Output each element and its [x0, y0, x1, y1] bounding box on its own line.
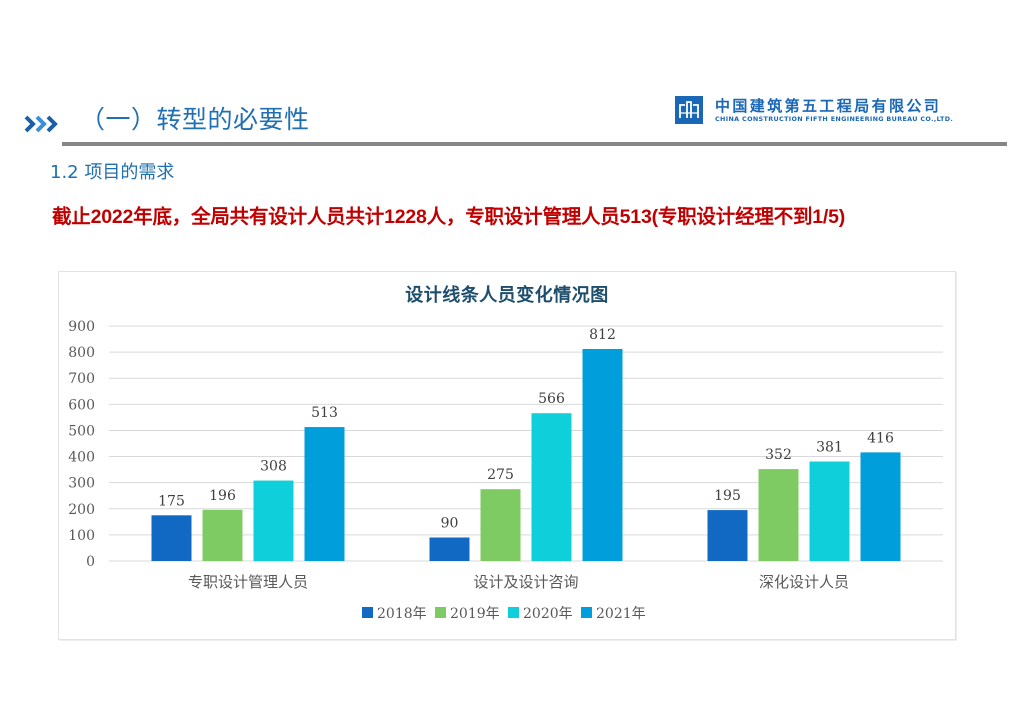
- y-tick-label: 700: [68, 371, 95, 387]
- y-tick-label: 500: [68, 423, 95, 439]
- company-logo: 中国建筑第五工程局有限公司 CHINA CONSTRUCTION FIFTH E…: [675, 96, 953, 124]
- y-tick-label: 400: [68, 450, 95, 466]
- x-category-label: 设计及设计咨询: [473, 573, 578, 591]
- bar: [304, 427, 345, 561]
- y-tick-label: 300: [68, 476, 95, 492]
- subtitle: 1.2 项目的需求: [50, 162, 175, 183]
- data-label: 566: [538, 391, 565, 407]
- data-label: 275: [487, 467, 514, 483]
- bar: [253, 480, 294, 561]
- data-label: 812: [589, 327, 616, 343]
- legend-label: 2019年: [450, 606, 500, 622]
- triple-chevron-right-icon: [24, 115, 58, 133]
- bar: [531, 413, 572, 561]
- y-tick-label: 800: [68, 345, 95, 361]
- data-label: 513: [311, 405, 338, 421]
- legend-swatch: [435, 607, 446, 618]
- bar: [707, 510, 748, 561]
- y-tick-label: 600: [68, 397, 95, 413]
- data-label: 90: [441, 516, 459, 532]
- legend-swatch: [581, 607, 592, 618]
- logo-name-cn: 中国建筑第五工程局有限公司: [715, 96, 942, 115]
- bar: [758, 469, 799, 561]
- data-label: 352: [765, 447, 792, 463]
- headline: 截止2022年底，全局共有设计人员共计1228人，专职设计管理人员513(专职设…: [52, 206, 846, 228]
- bar: [429, 537, 470, 561]
- header-divider: [62, 142, 1007, 146]
- chart-title: 设计线条人员变化情况图: [405, 285, 609, 306]
- bar: [809, 461, 850, 561]
- bar: [582, 348, 623, 561]
- y-tick-label: 0: [86, 554, 95, 570]
- data-label: 175: [158, 493, 185, 509]
- data-label: 196: [209, 488, 236, 504]
- chart-container: 设计线条人员变化情况图 0 100 200 300 400 500 600 700 800 900…: [58, 271, 956, 640]
- section-title: （一）转型的必要性: [80, 105, 310, 134]
- legend-label: 2021年: [596, 606, 646, 622]
- data-label: 416: [867, 430, 894, 446]
- y-tick-label: 200: [68, 502, 95, 518]
- logo-name-en: CHINA CONSTRUCTION FIFTH ENGINEERING BUR…: [715, 114, 954, 123]
- legend-swatch: [508, 607, 519, 618]
- bar-chart: 0 100 200 300 400 500 600 700 800 900 175 196 308 513…: [68, 319, 943, 622]
- y-tick-label: 100: [68, 528, 95, 544]
- legend-label: 2020年: [523, 606, 573, 622]
- legend-label: 2018年: [377, 606, 427, 622]
- x-category-label: 专职设计管理人员: [188, 573, 308, 591]
- legend-swatch: [362, 607, 373, 618]
- bar: [860, 452, 901, 561]
- data-label: 195: [714, 488, 741, 504]
- bar: [480, 489, 521, 561]
- y-tick-label: 900: [68, 319, 95, 335]
- bar: [151, 515, 192, 561]
- x-category-label: 深化设计人员: [759, 573, 849, 591]
- bar: [202, 509, 243, 561]
- data-label: 381: [816, 440, 843, 456]
- cscec-logo-icon: [675, 96, 703, 124]
- data-label: 308: [260, 459, 287, 475]
